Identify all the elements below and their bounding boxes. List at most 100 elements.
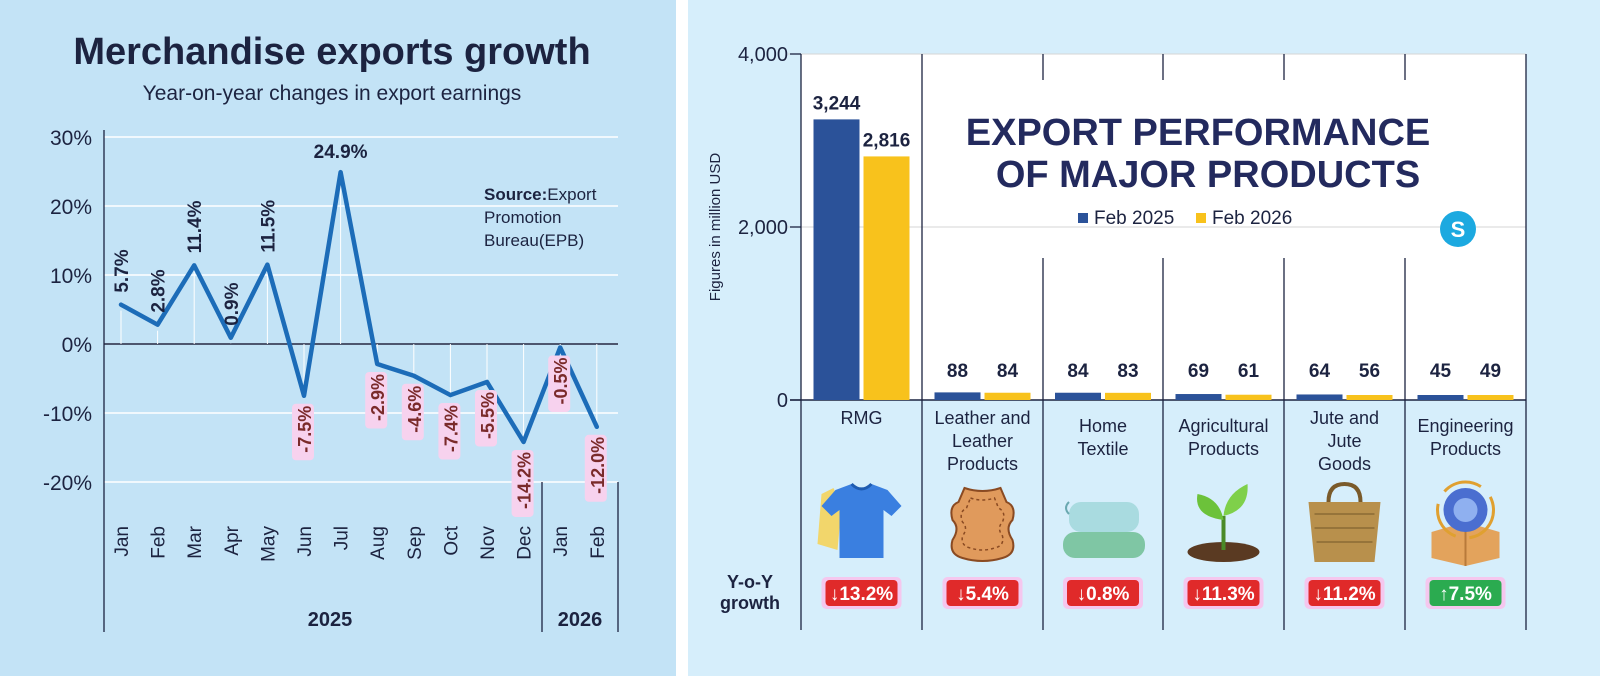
yoy-badge — [1308, 580, 1381, 606]
data-label: 0.9% — [222, 282, 243, 325]
x-tick-label: Feb — [149, 526, 170, 559]
category-label: Leather — [952, 431, 1013, 451]
plant-sprout-icon — [1187, 484, 1260, 562]
chart-subtitle: Year-on-year changes in export earnings — [143, 82, 522, 105]
x-tick-label: Mar — [185, 525, 206, 558]
yoy-value: ↓0.8% — [1077, 584, 1130, 605]
chart-title-line: EXPORT PERFORMANCE — [966, 112, 1430, 154]
legend-label: Feb 2025 — [1094, 208, 1174, 229]
category-label: Products — [1430, 439, 1501, 459]
bar-feb-2026 — [1467, 395, 1514, 400]
category-label: Products — [1188, 439, 1259, 459]
x-tick-label: Feb — [588, 526, 609, 559]
source-note: Source:Export — [484, 185, 597, 204]
data-label: 11.4% — [185, 200, 206, 253]
category-label: Engineering — [1417, 416, 1513, 436]
yoy-badge — [1429, 580, 1502, 606]
yoy-label: growth — [720, 593, 780, 613]
data-label: -14.2% — [515, 452, 535, 509]
leather-hide-icon — [950, 486, 1015, 562]
chart-title-line: OF MAJOR PRODUCTS — [996, 154, 1420, 196]
legend-swatch — [1196, 213, 1206, 223]
bar-value-label: 84 — [997, 361, 1019, 382]
bar-feb-2025 — [934, 392, 981, 400]
yoy-value: ↓11.3% — [1192, 584, 1254, 605]
data-label: 11.5% — [258, 200, 279, 253]
data-label-bg — [548, 355, 571, 412]
legend-label: Feb 2026 — [1212, 208, 1292, 229]
data-label: 24.9% — [314, 142, 368, 163]
source-note-line: Promotion — [484, 208, 561, 227]
yoy-badge — [1187, 580, 1260, 606]
x-tick-label: Apr — [222, 525, 243, 555]
data-label-bg — [365, 372, 388, 429]
x-tick-label: Aug — [368, 526, 389, 560]
y-tick-label: 0% — [62, 334, 92, 357]
right-chart-panel: 4,000 2,000 0 Figures in million USD 3,244 2,… — [688, 0, 1600, 676]
bar-value-label: 83 — [1117, 361, 1138, 382]
category-label: Agricultural — [1178, 416, 1268, 436]
bar-value-label: 45 — [1430, 361, 1452, 382]
bar-feb-2026 — [1105, 392, 1151, 400]
bar-value-label: 69 — [1188, 361, 1209, 382]
bar-value-label: 49 — [1480, 361, 1501, 382]
data-label: 2.8% — [149, 269, 170, 312]
yoy-value: ↓11.2% — [1313, 584, 1375, 605]
category-label: RMG — [841, 408, 883, 428]
chart-title: Merchandise exports growth — [73, 31, 590, 73]
data-label: -0.5% — [551, 357, 571, 404]
year-label: 2026 — [558, 609, 603, 631]
bar-feb-2025 — [1055, 392, 1101, 400]
yoy-value: ↑7.5% — [1439, 584, 1492, 605]
data-label-bg — [584, 434, 607, 502]
x-tick-label: Dec — [515, 526, 536, 560]
bar-feb-2025 — [1175, 394, 1222, 400]
data-label: -12.0% — [588, 437, 608, 494]
x-tick-label: Sep — [405, 526, 426, 560]
tshirt-icon — [817, 482, 902, 558]
gear-box-icon — [1431, 480, 1500, 566]
bar-feb-2026 — [863, 156, 910, 400]
bar-feb-2025 — [1417, 395, 1464, 400]
yoy-value: ↓5.4% — [956, 584, 1009, 605]
category-label: Products — [947, 454, 1018, 474]
left-chart-panel: Merchandise exports growth Year-on-year c… — [0, 0, 676, 676]
x-tick-label: Jul — [332, 526, 353, 550]
growth-line-chart: Merchandise exports growth Year-on-year c… — [43, 31, 619, 632]
y-tick-label: -10% — [43, 403, 92, 426]
y-tick-label: 10% — [50, 265, 92, 288]
x-tick-label: Jun — [295, 526, 316, 557]
y-tick-label: 2,000 — [738, 217, 788, 239]
category-label: Jute — [1327, 431, 1361, 451]
year-label: 2025 — [308, 609, 353, 631]
bar-feb-2026 — [1225, 394, 1272, 400]
bar-feb-2025 — [813, 119, 860, 401]
x-tick-label: Jan — [551, 526, 572, 557]
logo-letter: S — [1451, 217, 1466, 242]
data-label: -4.6% — [405, 386, 425, 433]
bar-value-label: 84 — [1067, 361, 1089, 382]
bar-value-label: 88 — [947, 361, 968, 382]
data-label: -5.5% — [478, 392, 498, 439]
x-tick-label: Oct — [441, 525, 462, 555]
x-tick-label: Jan — [112, 526, 133, 557]
y-tick-label: -20% — [43, 472, 92, 495]
yoy-label: Y-o-Y — [727, 572, 773, 592]
data-label-bg — [511, 449, 534, 517]
legend-swatch — [1078, 213, 1088, 223]
y-tick-label: 4,000 — [738, 44, 788, 66]
jute-bag-icon — [1308, 481, 1381, 562]
category-label: Goods — [1318, 454, 1371, 474]
category-label: Jute and — [1310, 408, 1379, 428]
bar-value-label: 2,816 — [863, 130, 911, 151]
category-label: Leather and — [934, 408, 1030, 428]
bar-feb-2026 — [1346, 395, 1393, 400]
source-note-line: Bureau(EPB) — [484, 231, 584, 250]
category-label: Home — [1079, 416, 1127, 436]
yoy-badge — [946, 580, 1019, 606]
data-label: 5.7% — [112, 249, 133, 292]
export-bar-chart: 4,000 2,000 0 Figures in million USD 3,2442,… — [707, 44, 1527, 630]
growth-series-line — [118, 169, 600, 445]
yoy-value: ↓13.2% — [830, 584, 893, 605]
data-label-bg — [401, 383, 424, 441]
